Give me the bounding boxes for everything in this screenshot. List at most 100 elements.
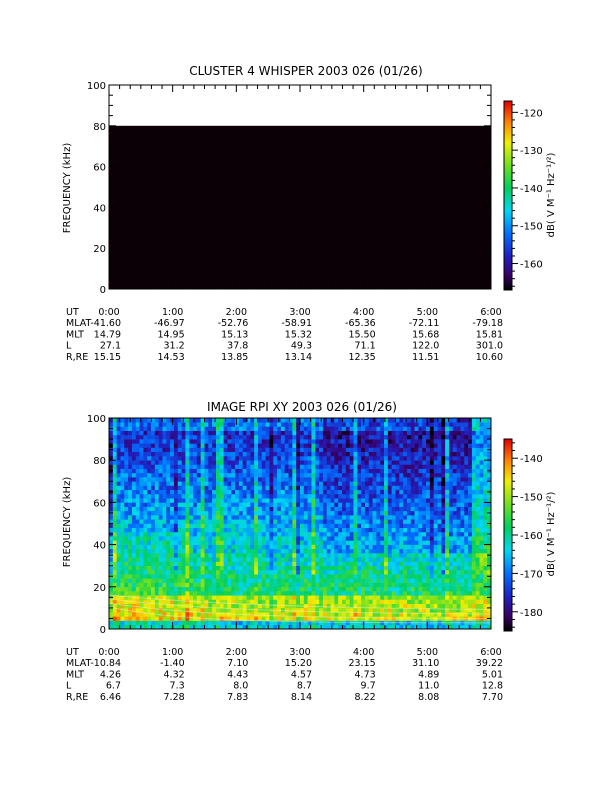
spectrogram-cell <box>235 498 240 503</box>
spectrogram-cell <box>235 455 240 461</box>
spectrogram-cell <box>319 607 324 613</box>
spectrogram-cell <box>219 557 224 562</box>
spectrogram-cell <box>456 582 461 588</box>
spectrogram-cell <box>193 591 198 596</box>
spectrogram-cell <box>368 510 373 516</box>
spectrogram-cell <box>219 498 224 503</box>
spectrogram-cell <box>322 422 328 427</box>
spectrogram-cell <box>131 612 137 617</box>
spectrogram-cell <box>269 519 274 524</box>
spectrogram-cell <box>193 468 198 474</box>
spectrogram-cell <box>231 578 236 583</box>
spectrogram-cell <box>353 481 358 486</box>
spectrogram-cell <box>257 569 263 575</box>
spectrogram-cell <box>143 540 148 545</box>
spectrogram-cell <box>391 527 396 533</box>
spectrogram-cell <box>452 485 457 491</box>
spectrogram-cell <box>468 468 473 474</box>
spectrogram-cell <box>223 472 228 478</box>
spectrogram-cell <box>426 561 431 566</box>
spectrogram-cell <box>296 527 301 533</box>
spectrogram-cell <box>235 489 240 495</box>
spectrogram-cell <box>456 481 461 486</box>
spectrogram-cell <box>139 515 144 520</box>
spectrogram-cell <box>200 531 205 537</box>
spectrogram-cell <box>353 569 358 575</box>
spectrogram-cell <box>219 569 224 575</box>
spectrogram-cell <box>399 536 404 541</box>
spectrogram-cell <box>315 557 320 562</box>
spectrogram-cell <box>112 498 117 503</box>
spectrogram-cell <box>296 439 301 444</box>
spectrogram-cell <box>166 612 171 617</box>
spectrogram-cell <box>219 519 224 524</box>
spectrogram-cell <box>399 574 404 579</box>
spectrogram-cell <box>395 544 400 550</box>
spectrogram-cell <box>254 536 259 541</box>
spectrogram-cell <box>322 544 328 550</box>
spectrogram-cell <box>406 502 412 507</box>
spectrogram-cell <box>384 603 389 609</box>
spectrogram-cell <box>170 439 175 444</box>
spectrogram-cell <box>361 472 366 478</box>
spectrogram-cell <box>254 603 259 609</box>
spectrogram-cell <box>196 561 201 566</box>
spectrogram-cell <box>124 586 129 592</box>
spectrogram-cell <box>250 561 255 566</box>
ephemeris-row-label: L <box>66 341 72 352</box>
spectrogram-cell <box>212 527 217 533</box>
spectrogram-cell <box>387 443 392 448</box>
spectrogram-cell <box>143 493 148 499</box>
spectrogram-cell <box>433 439 438 444</box>
spectrogram-cell <box>177 439 182 444</box>
spectrogram-cell <box>315 447 320 453</box>
spectrogram-cell <box>322 472 328 478</box>
spectrogram-cell <box>445 574 450 579</box>
spectrogram-cell <box>277 510 282 516</box>
spectrogram-cell <box>231 603 236 609</box>
spectrogram-cell <box>384 464 389 469</box>
spectrogram-cell <box>292 519 297 524</box>
spectrogram-cell <box>414 498 419 503</box>
spectrogram-cell <box>131 506 137 512</box>
spectrogram-cell <box>326 422 331 427</box>
spectrogram-cell <box>177 544 182 550</box>
spectrogram-cell <box>151 502 156 507</box>
spectrogram-cell <box>376 455 381 461</box>
spectrogram-cell <box>196 523 201 529</box>
spectrogram-cell <box>349 434 354 440</box>
spectrogram-cell <box>406 451 412 457</box>
spectrogram-cell <box>406 565 412 571</box>
spectrogram-cell <box>460 493 465 499</box>
spectrogram-cell <box>170 451 175 457</box>
spectrogram-cell <box>173 595 179 600</box>
spectrogram-cell <box>300 544 305 550</box>
spectrogram-cell <box>189 481 194 486</box>
ephemeris-value: 49.3 <box>291 341 312 352</box>
spectrogram-cell <box>345 578 350 583</box>
spectrogram-cell <box>288 493 293 499</box>
spectrogram-cell <box>303 536 308 541</box>
spectrogram-cell <box>384 481 389 486</box>
spectrogram-cell <box>357 523 362 529</box>
spectrogram-cell <box>223 599 228 604</box>
spectrogram-cell <box>109 422 114 427</box>
spectrogram-cell <box>284 430 289 436</box>
spectrogram-cell <box>166 426 171 431</box>
spectrogram-cell <box>395 603 400 609</box>
spectrogram-cell <box>326 616 331 621</box>
spectrogram-cell <box>406 557 412 562</box>
spectrogram-cell <box>372 434 377 440</box>
spectrogram-cell <box>418 472 423 478</box>
spectrogram-cell <box>292 498 297 503</box>
spectrogram-cell <box>345 624 350 630</box>
spectrogram-cell <box>338 443 343 448</box>
spectrogram-cell <box>112 599 117 604</box>
spectrogram-cell <box>173 460 179 465</box>
spectrogram-cell <box>265 472 270 478</box>
spectrogram-cell <box>231 455 236 461</box>
spectrogram-cell <box>422 430 427 436</box>
spectrogram-cell <box>162 489 167 495</box>
spectrogram-cell <box>246 477 251 482</box>
spectrogram-cell <box>131 498 137 503</box>
